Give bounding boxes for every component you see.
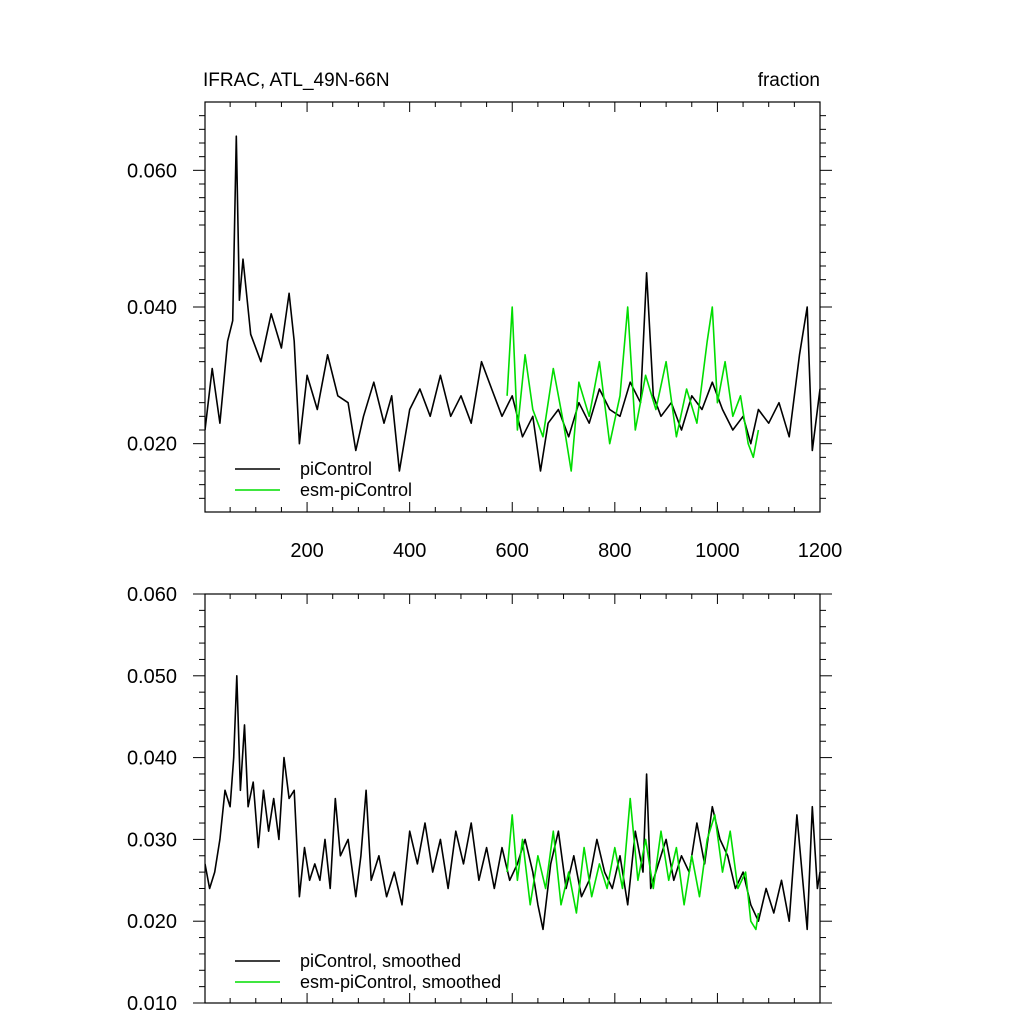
legend-label: esm-piControl — [300, 480, 412, 500]
series-line-picontrol — [205, 135, 820, 472]
legend-label: piControl — [300, 459, 372, 479]
legend-label: esm-piControl, smoothed — [300, 972, 501, 992]
y-tick-label: 0.030 — [127, 829, 177, 851]
legend-label: piControl, smoothed — [300, 951, 461, 971]
y-tick-label: 0.060 — [127, 160, 177, 182]
series-line-picontrol — [205, 674, 820, 931]
x-tick-label: 400 — [393, 540, 426, 562]
chart-title: IFRAC, ATL_49N-66N — [203, 70, 390, 91]
y-tick-label: 0.050 — [127, 666, 177, 688]
top-panel: 200 400 600 800 1000 1200 0.020 0.040 0.060 piCon… — [127, 101, 843, 562]
units-label: fraction — [758, 70, 820, 91]
x-tick-label: 800 — [598, 540, 631, 562]
bottom-panel: 0.010 0.020 0.030 0.040 0.050 0.060 piControl,… — [127, 584, 832, 1015]
y-tick-label: 0.020 — [127, 911, 177, 933]
y-tick-label: 0.020 — [127, 434, 177, 456]
x-tick-label: 1200 — [798, 540, 843, 562]
x-tick-label: 1000 — [695, 540, 740, 562]
y-tick-label: 0.010 — [127, 993, 177, 1015]
x-tick-label: 200 — [290, 540, 323, 562]
series-line-esm-picontrol — [506, 797, 760, 931]
plot-frame — [204, 593, 821, 1004]
series-line-esm-picontrol — [506, 306, 760, 472]
y-tick-label: 0.040 — [127, 748, 177, 770]
y-tick-label: 0.040 — [127, 297, 177, 319]
x-tick-label: 600 — [496, 540, 529, 562]
y-tick-label: 0.060 — [127, 584, 177, 606]
